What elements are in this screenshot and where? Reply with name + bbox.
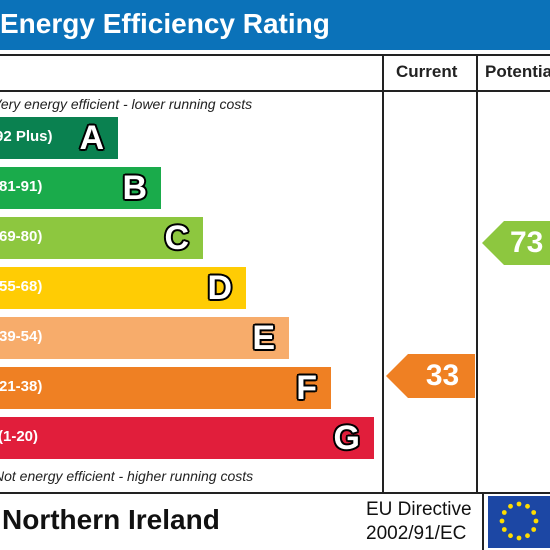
band-letter: G bbox=[333, 419, 360, 457]
region-label: Northern Ireland bbox=[2, 504, 220, 535]
column-divider-current bbox=[382, 54, 384, 494]
current-rating-value: 33 bbox=[425, 359, 460, 392]
column-header-current: Current bbox=[396, 62, 458, 81]
directive-line-2: 2002/91/EC bbox=[366, 523, 467, 544]
band-letter: B bbox=[122, 169, 147, 207]
caption-bottom: Not energy efficient - higher running co… bbox=[0, 468, 254, 484]
band-b: (81-91) B bbox=[0, 167, 161, 209]
band-letter: C bbox=[164, 219, 189, 257]
rating-table-frame bbox=[0, 54, 550, 494]
potential-rating-value: 73 bbox=[510, 226, 544, 259]
band-range: (55-68) bbox=[0, 278, 43, 295]
column-divider-potential bbox=[476, 54, 478, 494]
directive-label: EU Directive 2002/91/EC bbox=[366, 498, 472, 546]
column-header-potential: Potential bbox=[485, 62, 550, 81]
band-range: (69-80) bbox=[0, 228, 43, 245]
band-letter: F bbox=[296, 369, 317, 407]
band-range: (81-91) bbox=[0, 178, 43, 195]
caption-top: Very energy efficient - lower running co… bbox=[0, 96, 253, 112]
band-d: (55-68) D bbox=[0, 267, 246, 309]
band-c: (69-80) C bbox=[0, 217, 203, 259]
band-letter: A bbox=[79, 119, 104, 157]
eu-stars-icon bbox=[499, 501, 539, 541]
band-range: (39-54) bbox=[0, 328, 43, 345]
page-title: Energy Efficiency Rating bbox=[0, 8, 330, 39]
directive-line-1: EU Directive bbox=[366, 499, 472, 520]
band-g: (1-20) G bbox=[0, 417, 374, 459]
band-range: (21-38) bbox=[0, 378, 43, 395]
header-row-divider bbox=[0, 90, 550, 92]
current-rating-arrow: 33 bbox=[386, 354, 475, 398]
band-letter: D bbox=[207, 269, 232, 307]
band-range: (1-20) bbox=[0, 428, 39, 445]
band-letter: E bbox=[252, 319, 275, 357]
potential-rating-arrow: 73 bbox=[482, 221, 550, 265]
eu-flag-icon bbox=[488, 496, 550, 548]
header-bar: Energy Efficiency Rating bbox=[0, 0, 550, 50]
band-f: (21-38) F bbox=[0, 367, 331, 409]
band-range: (92 Plus) bbox=[0, 128, 53, 145]
footer-divider bbox=[482, 494, 484, 550]
band-e: (39-54) E bbox=[0, 317, 289, 359]
band-a: (92 Plus) A bbox=[0, 117, 118, 159]
